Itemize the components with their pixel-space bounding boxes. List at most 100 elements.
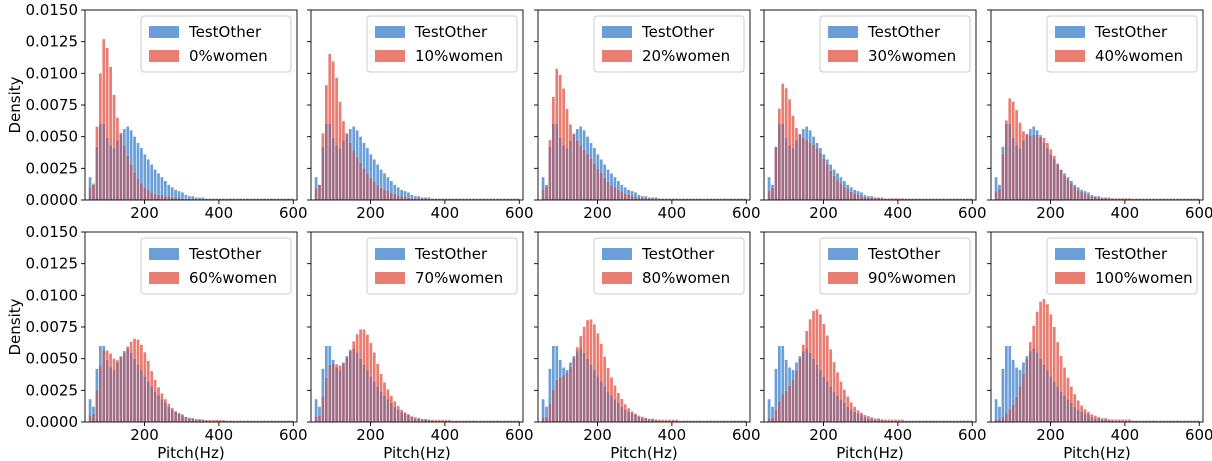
overlap-bar	[651, 198, 654, 200]
overlap-bar	[623, 409, 627, 422]
women-mix-bar	[112, 94, 116, 149]
overlap-bar	[558, 377, 562, 422]
overlap-bar	[410, 416, 414, 422]
women-mix-bar	[1059, 356, 1063, 392]
overlap-bar	[935, 198, 939, 200]
overlap-bar	[1135, 198, 1138, 200]
legend-label: TestOther	[867, 245, 941, 263]
overlap-bar	[506, 420, 510, 422]
overlap-bar	[1100, 197, 1104, 200]
overlap-bar	[795, 140, 798, 200]
overlap-bar	[1025, 134, 1029, 200]
overlap-bar	[1107, 419, 1111, 422]
overlap-bar	[1196, 420, 1200, 422]
overlap-bar	[935, 420, 939, 422]
overlap-bar	[229, 420, 232, 422]
overlap-bar	[259, 198, 263, 200]
overlap-bar	[95, 389, 99, 422]
overlap-bar	[1063, 395, 1066, 422]
overlap-bar	[352, 348, 356, 422]
overlap-bar	[98, 366, 102, 422]
overlap-bar	[1059, 169, 1063, 200]
overlap-bar	[1145, 198, 1148, 200]
overlap-bar	[627, 411, 630, 422]
overlap-bar	[603, 386, 607, 422]
overlap-bar	[634, 414, 637, 422]
overlap-bar	[400, 196, 403, 200]
overlap-bar	[688, 198, 692, 200]
testother-bar	[342, 362, 345, 364]
overlap-bar	[1090, 196, 1094, 200]
overlap-bar	[884, 198, 887, 200]
legend-swatch	[375, 50, 405, 62]
overlap-bar	[637, 197, 641, 200]
testother-bar	[170, 187, 174, 198]
testother-bar	[1022, 362, 1025, 374]
overlap-bar	[1001, 153, 1005, 200]
overlap-bar	[1155, 420, 1159, 422]
overlap-bar	[441, 198, 445, 200]
overlap-bar	[860, 414, 863, 422]
women-mix-bar	[1121, 419, 1125, 421]
testother-bar	[545, 406, 548, 417]
testother-bar	[572, 356, 576, 358]
overlap-bar	[675, 420, 678, 422]
overlap-bar	[407, 414, 410, 422]
overlap-bar	[1128, 420, 1131, 422]
women-mix-bar	[640, 416, 644, 419]
testother-bar	[767, 399, 771, 419]
overlap-bar	[496, 420, 499, 422]
women-mix-bar	[345, 133, 349, 135]
overlap-bar	[451, 420, 455, 422]
overlap-bar	[887, 420, 891, 422]
overlap-bar	[593, 370, 596, 422]
y-tick-label: 0.0100	[26, 286, 79, 304]
overlap-bar	[252, 420, 256, 422]
overlap-bar	[143, 187, 147, 200]
overlap-bar	[1066, 399, 1070, 422]
overlap-bar	[489, 420, 492, 422]
overlap-bar	[856, 413, 860, 422]
overlap-bar	[599, 172, 603, 200]
overlap-bar	[726, 198, 730, 200]
overlap-bar	[884, 420, 887, 422]
testother-bar	[95, 368, 99, 390]
overlap-bar	[194, 419, 198, 422]
overlap-bar	[894, 198, 898, 200]
testother-bar	[201, 419, 205, 420]
women-mix-bar	[1087, 411, 1090, 415]
women-mix-bar	[420, 418, 424, 420]
women-mix-bar	[441, 419, 445, 421]
women-mix-bar	[403, 412, 407, 414]
testother-bar	[565, 370, 569, 373]
y-tick-label: 0.0075	[26, 318, 79, 336]
legend: TestOther 100%women	[1046, 237, 1198, 295]
overlap-bar	[682, 420, 685, 422]
overlap-bar	[565, 148, 569, 200]
overlap-bar	[170, 409, 174, 422]
women-mix-bar	[613, 385, 617, 400]
overlap-bar	[712, 198, 716, 200]
overlap-bar	[853, 193, 856, 200]
overlap-bar	[541, 417, 545, 422]
legend-label: 0%women	[189, 47, 268, 65]
overlap-bar	[393, 193, 397, 200]
women-mix-bar	[637, 415, 641, 417]
overlap-bar	[1076, 409, 1080, 422]
testother-bar	[410, 194, 414, 199]
overlap-bar	[805, 348, 809, 422]
overlap-bar	[109, 145, 112, 200]
testother-bar	[767, 177, 771, 191]
overlap-bar	[276, 420, 280, 422]
women-mix-bar	[1018, 122, 1022, 149]
testother-bar	[777, 346, 781, 402]
overlap-bar	[586, 358, 589, 422]
women-mix-bar	[355, 334, 359, 353]
overlap-bar	[623, 193, 627, 200]
overlap-bar	[644, 418, 648, 422]
testother-bar	[369, 154, 373, 178]
testother-bar	[331, 359, 335, 364]
testother-bar	[98, 346, 102, 367]
testother-bar	[362, 143, 366, 169]
women-mix-bar	[562, 88, 565, 146]
